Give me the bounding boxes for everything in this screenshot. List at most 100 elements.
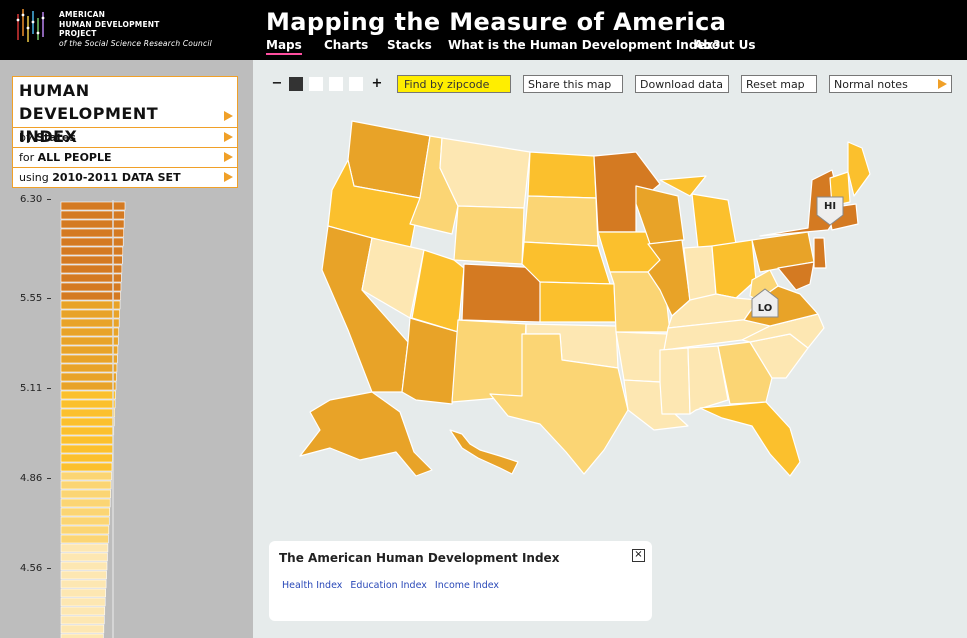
state-bar[interactable] [60,345,119,355]
highest-marker-icon[interactable] [815,193,845,227]
zoom-level-2[interactable] [309,77,323,91]
nav-charts[interactable]: Charts [324,38,369,52]
share-map-button[interactable]: Share this map [523,75,623,93]
lowest-marker-icon[interactable] [750,287,780,321]
hdp-logo-icon[interactable] [15,6,49,44]
state-bar[interactable] [60,336,119,346]
state-bar[interactable] [60,327,120,337]
state-bar[interactable] [60,417,115,427]
legend-links: Health Index Education Index Income Inde… [282,580,504,591]
nav-maps[interactable]: Maps [266,38,302,55]
index-selector-panel: HUMAN DEVELOPMENT INDEX by States for AL… [12,76,238,188]
state-hawaii [449,429,519,475]
close-icon[interactable]: × [632,549,645,562]
state-bar[interactable] [60,318,120,328]
state-illinois [647,239,691,317]
zoom-level-1[interactable] [289,77,303,91]
reset-map-button[interactable]: Reset map [741,75,817,93]
legend-panel: The American Human Development Index × H… [269,541,652,621]
health-index-link[interactable]: Health Index [282,580,343,591]
axis-tick-label: 5.55 [20,293,43,304]
state-bar[interactable] [60,246,124,256]
state-mississippi [659,347,691,415]
state-arizona [401,317,459,405]
state-bar[interactable] [60,552,108,562]
state-bar[interactable] [60,309,120,319]
state-bar[interactable] [60,273,122,283]
play-arrow-icon [224,172,233,182]
play-arrow-icon [224,111,233,121]
state-bar[interactable] [60,597,106,607]
state-bar[interactable] [60,570,107,580]
state-bar[interactable] [60,291,121,301]
axis-tick-marks [47,199,51,569]
nav-about-us[interactable]: About Us [694,38,756,52]
state-bar[interactable] [60,480,112,490]
state-bar[interactable] [60,624,105,634]
state-bar[interactable] [60,534,109,544]
axis-tick-label: 5.11 [20,383,43,394]
panel-title[interactable]: HUMAN DEVELOPMENT INDEX [13,77,237,146]
state-bar[interactable] [60,372,117,382]
state-bar[interactable] [60,489,111,499]
state-south-dakota [523,195,599,247]
state-bar[interactable] [60,219,125,229]
state-bar[interactable] [60,300,121,310]
for-value: ALL PEOPLE [37,151,112,164]
lowest-marker-label: LO [757,303,773,314]
state-bar[interactable] [60,264,123,274]
lowest-marker: LO [750,287,780,321]
education-index-link[interactable]: Education Index [350,580,427,591]
state-bar[interactable] [60,354,118,364]
state-bar[interactable] [60,390,116,400]
state-bar[interactable] [60,228,124,238]
zoom-level-3[interactable] [329,77,343,91]
income-index-link[interactable]: Income Index [434,580,500,591]
state-bar[interactable] [60,525,110,535]
state-indiana [683,245,717,303]
state-maryland [777,261,815,291]
state-bar[interactable] [60,498,111,508]
state-new-york [759,169,843,237]
nav-what-is-hdi[interactable]: What is the Human Development Index? [448,38,721,52]
state-bar[interactable] [60,516,110,526]
state-bar[interactable] [60,633,104,638]
zoom-out-button[interactable]: − [271,76,283,91]
state-bar[interactable] [60,579,107,589]
state-bar[interactable] [60,237,124,247]
state-maine [847,141,871,197]
state-bar[interactable] [60,282,122,292]
play-arrow-icon [938,79,947,89]
zoom-in-button[interactable]: + [371,76,383,91]
state-bar[interactable] [60,408,115,418]
state-new-mexico [451,319,527,403]
state-bar[interactable] [60,363,118,373]
state-bar[interactable] [60,399,116,409]
state-bar[interactable] [60,615,105,625]
download-data-button[interactable]: Download data [635,75,729,93]
axis-tick-label: 6.30 [20,194,43,205]
state-wyoming [453,205,525,265]
state-bar[interactable] [60,201,126,211]
state-bar[interactable] [60,507,111,517]
for-selector[interactable]: for ALL PEOPLE [13,147,237,167]
zipcode-search-input[interactable]: Find by zipcode [397,75,511,93]
notes-dropdown[interactable]: Normal notes [829,75,952,93]
zoom-level-4[interactable] [349,77,363,91]
state-bar[interactable] [60,561,108,571]
state-bar[interactable] [60,381,117,391]
logo-line-4: of the Social Science Research Council [59,38,212,48]
state-bar[interactable] [60,606,106,616]
legend-title: The American Human Development Index [279,551,560,565]
logo-line-1: AMERICAN [59,10,106,19]
dataset-selector[interactable]: using 2010-2011 DATA SET [13,167,237,187]
state-bar[interactable] [60,462,113,472]
state-bar[interactable] [60,543,109,553]
nav-stacks[interactable]: Stacks [387,38,432,52]
state-bar[interactable] [60,210,125,220]
state-bar[interactable] [60,255,123,265]
by-selector[interactable]: by States [13,127,237,147]
state-bar[interactable] [60,588,106,598]
state-bar[interactable] [60,471,112,481]
state-nebraska [521,241,611,285]
